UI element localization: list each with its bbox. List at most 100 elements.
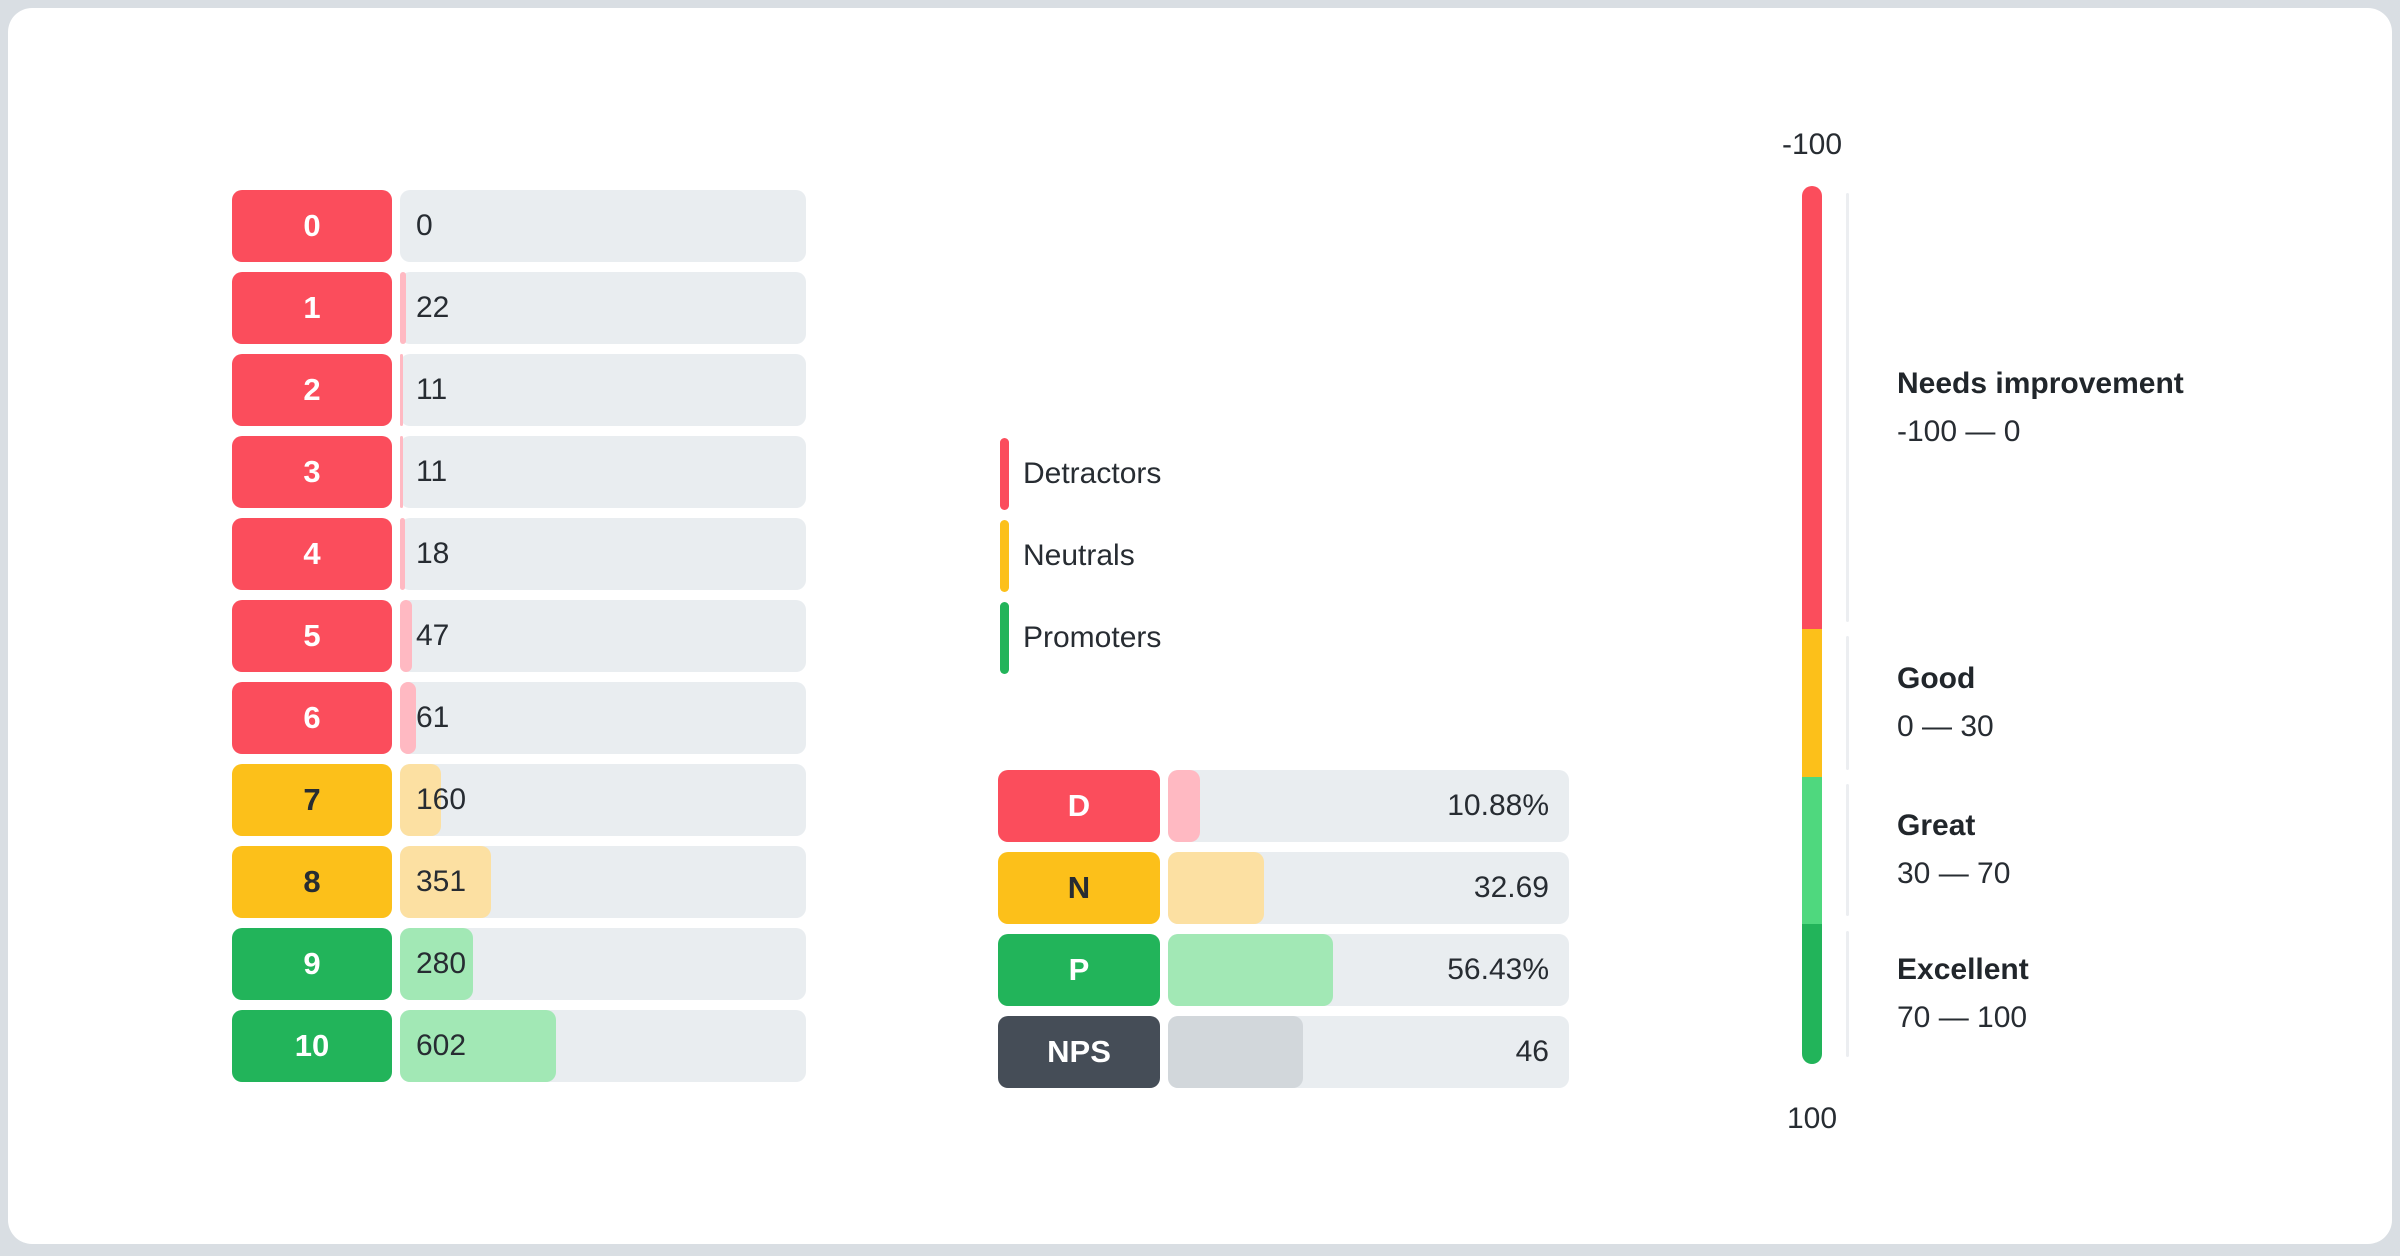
summary-row: D 10.88% <box>998 770 1569 842</box>
legend-label: Neutrals <box>1023 539 1135 572</box>
score-count: 351 <box>416 865 467 898</box>
gauge-zone-title: Needs improvement <box>1897 366 2184 400</box>
gauge-segment <box>1802 629 1822 777</box>
score-label: 0 <box>232 190 392 262</box>
score-row: 2 11 <box>232 354 806 426</box>
score-bar-track: 351 <box>400 846 806 918</box>
score-bar-fill <box>400 600 413 672</box>
summary-row: N 32.69 <box>998 852 1569 924</box>
score-count: 61 <box>416 701 450 734</box>
legend-swatch-icon <box>1000 520 1009 592</box>
summary-bar-track: 32.69 <box>1168 852 1569 924</box>
score-row: 8 351 <box>232 846 806 918</box>
score-label: 1 <box>232 272 392 344</box>
nps-summary-chart: D 10.88% N 32.69 P 56.43% NPS 46 <box>998 770 1569 1098</box>
score-label: 7 <box>232 764 392 836</box>
gauge-segment <box>1802 186 1822 630</box>
legend-swatch-icon <box>1000 602 1009 674</box>
summary-bar-fill <box>1168 934 1334 1006</box>
score-bar-track: 22 <box>400 272 806 344</box>
gauge-divider-segment <box>1846 930 1849 1057</box>
gauge-axis-min-label: 100 <box>1786 1102 1838 1135</box>
score-bar-track: 47 <box>400 600 806 672</box>
score-bar-fill <box>400 436 403 508</box>
gauge-zone-label: Good 0 — 30 <box>1897 655 1994 751</box>
gauge-zone-range: 30 — 70 <box>1897 857 2011 891</box>
legend-item: Detractors <box>1000 438 1161 510</box>
summary-value: 56.43% <box>1447 953 1549 986</box>
score-row: 5 47 <box>232 600 806 672</box>
score-bar-track: 11 <box>400 354 806 426</box>
score-bar-track: 0 <box>400 190 806 262</box>
gauge-zone-title: Excellent <box>1897 952 2029 986</box>
score-row: 7 160 <box>232 764 806 836</box>
gauge-zone-title: Great <box>1897 809 1976 843</box>
score-count: 11 <box>416 455 448 488</box>
gauge-zone-range: 70 — 100 <box>1897 1000 2028 1034</box>
score-label: 9 <box>232 928 392 1000</box>
gauge-zone-range: 0 — 30 <box>1897 710 1994 744</box>
gauge-divider-segment <box>1846 783 1849 917</box>
score-bar-fill <box>400 928 473 1000</box>
score-row: 10 602 <box>232 1010 806 1082</box>
legend-label: Promoters <box>1023 621 1162 654</box>
legend-swatch-icon <box>1000 438 1009 510</box>
score-bar-fill <box>400 1010 557 1082</box>
score-row: 0 0 <box>232 190 806 262</box>
score-row: 4 18 <box>232 518 806 590</box>
summary-bar-track: 10.88% <box>1168 770 1569 842</box>
summary-label: NPS <box>998 1016 1160 1088</box>
summary-value: 32.69 <box>1473 871 1549 904</box>
score-row: 9 280 <box>232 928 806 1000</box>
score-bar-fill <box>400 846 492 918</box>
legend-item: Promoters <box>1000 602 1161 674</box>
summary-bar-track: 56.43% <box>1168 934 1569 1006</box>
summary-bar-fill <box>1168 1016 1303 1088</box>
gauge-zone-label: Great 30 — 70 <box>1897 802 2010 898</box>
gauge-axis-max-label: -100 <box>1781 128 1843 161</box>
score-count: 18 <box>416 537 450 570</box>
score-distribution-chart: 0 0 1 22 2 11 3 11 4 <box>232 190 806 1092</box>
score-label: 5 <box>232 600 392 672</box>
score-bar-fill <box>400 272 406 344</box>
score-bar-track: 61 <box>400 682 806 754</box>
score-bar-track: 280 <box>400 928 806 1000</box>
legend-label: Detractors <box>1023 457 1162 490</box>
score-bar-track: 11 <box>400 436 806 508</box>
summary-bar-fill <box>1168 852 1264 924</box>
score-count: 280 <box>416 947 467 980</box>
score-count: 47 <box>416 619 450 652</box>
legend: Detractors Neutrals Promoters <box>1000 438 1161 684</box>
summary-bar-fill <box>1168 770 1200 842</box>
gauge-segment <box>1802 776 1822 924</box>
gauge-segment <box>1802 923 1822 1064</box>
gauge-bar <box>1802 186 1822 1064</box>
summary-label: D <box>998 770 1160 842</box>
score-count: 160 <box>416 783 467 816</box>
summary-label: N <box>998 852 1160 924</box>
score-label: 2 <box>232 354 392 426</box>
gauge-zone-label: Excellent 70 — 100 <box>1897 946 2029 1042</box>
score-count: 0 <box>416 209 433 242</box>
score-bar-fill <box>400 354 403 426</box>
nps-gauge: -100 100 Needs improvement -100 — 0 Good… <box>1782 128 2400 1135</box>
score-row: 3 11 <box>232 436 806 508</box>
summary-value: 10.88% <box>1447 789 1549 822</box>
score-count: 602 <box>416 1029 467 1062</box>
score-row: 1 22 <box>232 272 806 344</box>
score-count: 11 <box>416 373 448 406</box>
summary-label: P <box>998 934 1160 1006</box>
summary-value: 46 <box>1515 1035 1549 1068</box>
score-bar-track: 602 <box>400 1010 806 1082</box>
gauge-zone-title: Good <box>1897 662 1976 696</box>
score-row: 6 61 <box>232 682 806 754</box>
legend-item: Neutrals <box>1000 520 1161 592</box>
gauge-divider-segment <box>1846 193 1849 623</box>
score-bar-fill <box>400 764 442 836</box>
score-label: 8 <box>232 846 392 918</box>
score-bar-track: 160 <box>400 764 806 836</box>
score-bar-fill <box>400 518 405 590</box>
summary-row: NPS 46 <box>998 1016 1569 1088</box>
score-count: 22 <box>416 291 450 324</box>
score-label: 4 <box>232 518 392 590</box>
